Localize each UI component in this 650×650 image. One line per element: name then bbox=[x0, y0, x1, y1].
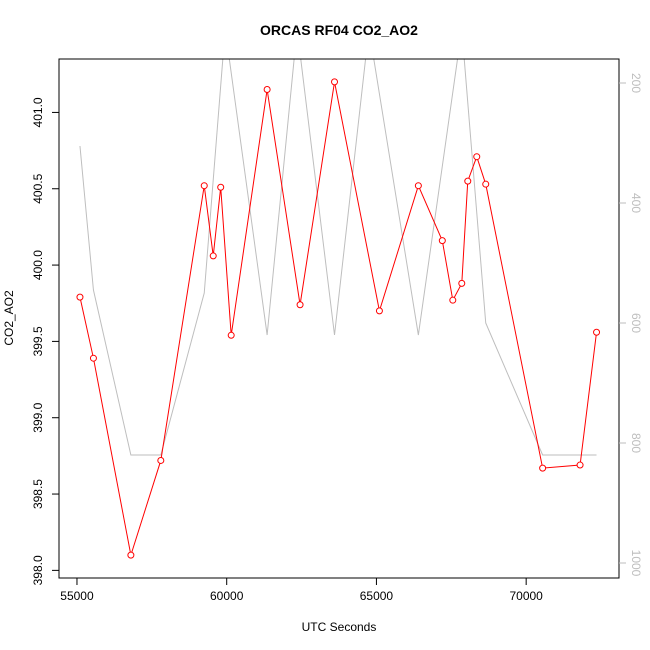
data-point bbox=[89, 354, 97, 362]
data-point bbox=[263, 86, 271, 94]
data-point bbox=[76, 293, 84, 301]
y-axis-left: 398.0 398.5 399.0 399.5 400.0 400.5 401.0 bbox=[31, 97, 59, 585]
y2-tick-label: 800 bbox=[629, 433, 643, 453]
series-line-right-axis bbox=[79, 59, 597, 456]
data-point bbox=[449, 296, 457, 304]
y-tick-label: 398.5 bbox=[31, 479, 45, 509]
y-tick-label: 400.0 bbox=[31, 250, 45, 280]
data-point bbox=[157, 456, 165, 464]
y-tick-label: 398.0 bbox=[31, 555, 45, 585]
chart-title: ORCAS RF04 CO2_AO2 bbox=[260, 22, 418, 38]
data-point bbox=[458, 279, 466, 287]
data-point bbox=[331, 78, 339, 86]
data-point bbox=[438, 237, 446, 245]
data-point bbox=[127, 551, 135, 559]
data-point bbox=[227, 331, 235, 339]
y-axis-right: 200 400 600 800 1000 bbox=[619, 73, 643, 577]
y2-tick-label: 1000 bbox=[629, 550, 643, 577]
data-point bbox=[539, 464, 547, 472]
y-tick-label: 400.5 bbox=[31, 173, 45, 203]
series-layer bbox=[76, 59, 601, 559]
data-point bbox=[576, 461, 584, 469]
data-point bbox=[414, 182, 422, 190]
y-axis-label: CO2_AO2 bbox=[2, 290, 16, 346]
y2-tick-label: 200 bbox=[629, 73, 643, 93]
y-tick-label: 399.0 bbox=[31, 402, 45, 432]
data-point bbox=[375, 307, 383, 315]
y-tick-label: 401.0 bbox=[31, 97, 45, 127]
x-axis: 55000 60000 65000 70000 bbox=[60, 578, 543, 603]
data-point bbox=[593, 328, 601, 336]
data-point bbox=[296, 301, 304, 309]
x-axis-label: UTC Seconds bbox=[302, 620, 377, 634]
plot-frame bbox=[58, 58, 620, 579]
y-tick-label: 399.5 bbox=[31, 326, 45, 356]
data-point bbox=[209, 252, 217, 260]
data-point bbox=[464, 177, 472, 185]
data-point bbox=[217, 183, 225, 191]
y2-tick-label: 400 bbox=[629, 193, 643, 213]
x-tick-label: 55000 bbox=[60, 589, 94, 603]
data-point bbox=[473, 153, 481, 161]
data-point bbox=[482, 180, 490, 188]
x-tick-label: 60000 bbox=[210, 589, 244, 603]
series-line-co2 bbox=[79, 81, 598, 556]
data-point bbox=[200, 182, 208, 190]
y2-tick-label: 600 bbox=[629, 313, 643, 333]
x-tick-label: 65000 bbox=[360, 589, 394, 603]
x-tick-label: 70000 bbox=[509, 589, 543, 603]
